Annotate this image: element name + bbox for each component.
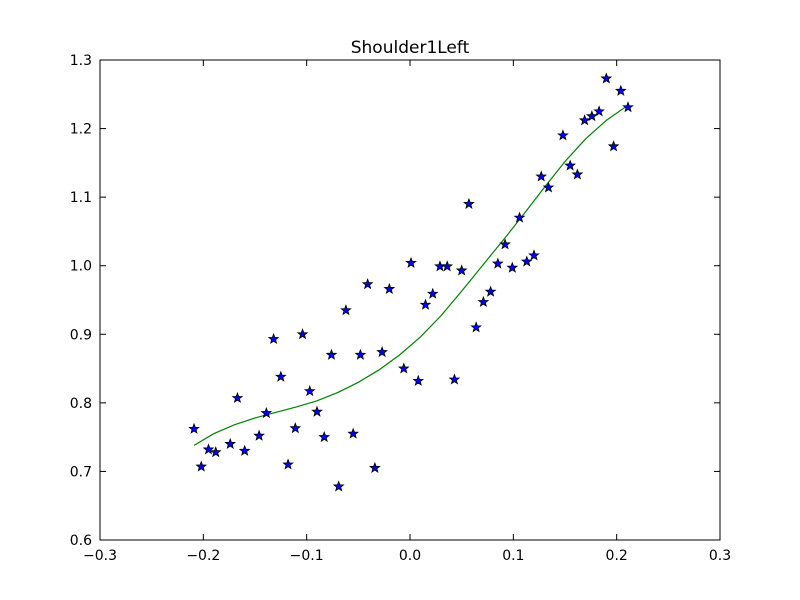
y-axis-ticks: 0.6 0.7 0.8 0.9 1.0 1.1 1.2 1.3	[70, 53, 720, 549]
data-point	[528, 249, 540, 261]
data-point	[586, 110, 598, 122]
data-point	[325, 348, 338, 360]
data-point	[202, 443, 215, 455]
y-tick-label: 1.1	[70, 190, 92, 206]
data-point	[513, 211, 526, 223]
data-point	[593, 105, 605, 117]
data-point	[499, 238, 511, 250]
x-tick-label: −0.3	[83, 548, 117, 564]
y-tick-label: 0.9	[70, 327, 92, 343]
data-point	[361, 278, 374, 290]
data-point	[557, 129, 569, 141]
data-point	[274, 370, 287, 382]
y-tick-label: 0.8	[70, 396, 92, 412]
data-point	[311, 405, 323, 417]
data-point	[564, 159, 577, 171]
y-tick-label: 1.2	[70, 122, 92, 138]
data-point	[188, 422, 200, 434]
x-tick-label: −0.1	[290, 548, 324, 564]
data-point	[383, 282, 396, 294]
data-point	[477, 295, 490, 308]
data-point	[419, 298, 432, 310]
data-point	[376, 345, 388, 358]
data-point	[224, 437, 237, 449]
data-point	[354, 348, 367, 360]
data-point	[491, 257, 504, 269]
data-point	[484, 285, 497, 297]
data-point	[296, 328, 309, 340]
x-tick-label: 0.1	[502, 548, 524, 564]
plot-frame	[99, 59, 721, 541]
y-tick-label: 0.7	[70, 464, 92, 480]
data-point	[340, 304, 352, 316]
data-point	[303, 385, 316, 397]
data-point	[318, 430, 331, 443]
data-point	[332, 480, 345, 492]
data-point	[622, 101, 634, 113]
data-point	[578, 114, 591, 126]
data-point	[607, 140, 620, 152]
data-point	[397, 362, 410, 374]
data-point	[405, 256, 417, 268]
data-point	[238, 444, 251, 456]
data-point	[542, 181, 555, 193]
data-point	[463, 197, 475, 209]
data-point	[455, 264, 468, 276]
data-point	[347, 427, 360, 439]
data-point	[267, 332, 280, 345]
chart-title: Shoulder1Left	[351, 38, 470, 58]
series-layer	[188, 72, 634, 492]
x-tick-label: −0.2	[186, 548, 220, 564]
data-point	[520, 255, 533, 267]
x-tick-label: 0.2	[606, 548, 628, 564]
plot-background	[100, 60, 720, 540]
data-point	[535, 170, 548, 182]
data-point	[412, 374, 425, 386]
data-point	[470, 321, 482, 333]
data-point	[600, 72, 613, 84]
x-tick-label: 0.3	[709, 548, 731, 564]
data-point	[506, 261, 519, 273]
data-point	[448, 373, 461, 385]
data-point	[369, 461, 381, 473]
data-point	[209, 446, 222, 458]
y-tick-label: 1.0	[70, 259, 92, 275]
data-point	[231, 391, 244, 404]
data-point	[253, 429, 265, 441]
data-point	[260, 406, 273, 419]
data-point	[289, 422, 302, 434]
y-tick-label: 0.6	[70, 533, 92, 549]
y-tick-label: 1.3	[70, 53, 92, 69]
data-point	[571, 168, 584, 180]
data-point	[282, 458, 294, 470]
data-point	[195, 460, 208, 472]
data-point	[614, 84, 627, 96]
data-point	[441, 260, 454, 272]
data-point	[426, 287, 439, 299]
x-tick-label: 0.0	[399, 548, 421, 564]
